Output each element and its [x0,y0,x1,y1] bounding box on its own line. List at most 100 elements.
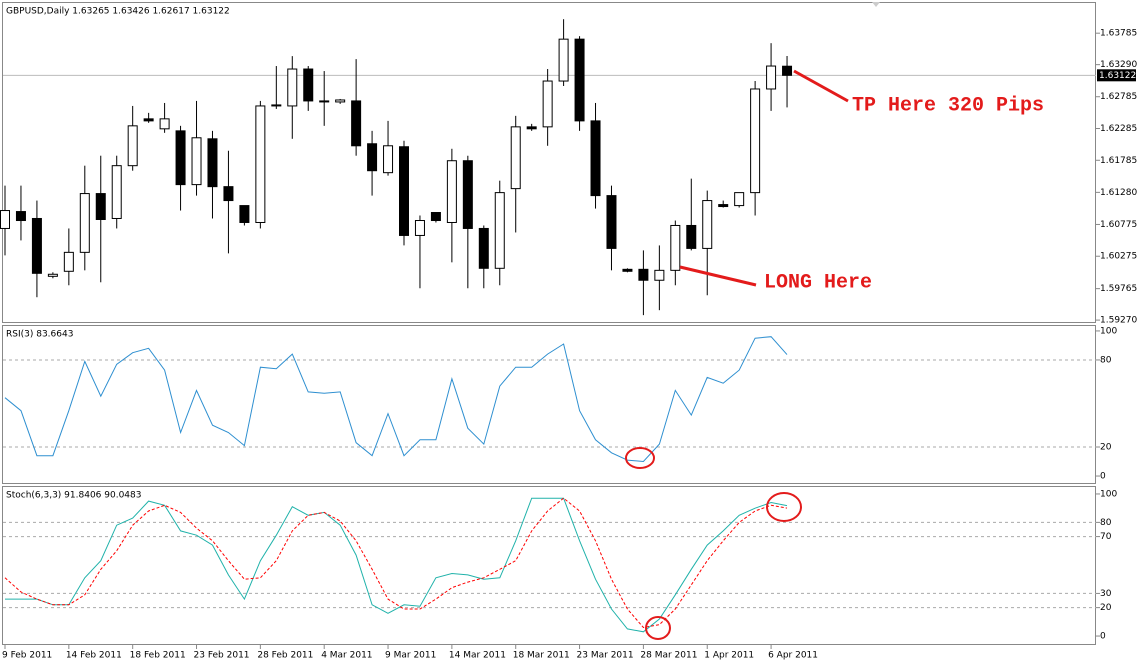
candle-body [782,65,793,76]
indicator-line [4,336,788,463]
y-tick-label: 1.61785 [1100,156,1137,166]
indicator-line [5,497,788,633]
y-tick-label: 1.62285 [1100,124,1137,134]
rsi-panel [2,325,1096,484]
annotation: TP Here 320 Pips [852,94,1044,117]
candle-body [63,251,74,272]
candle-body [15,211,26,222]
candle-body [590,120,601,197]
x-tick-label: 14 Mar 2011 [449,651,506,661]
plot: GBPUSD,Daily 1.63265 1.63426 1.62617 1.6… [0,7,1137,661]
shift-marker [872,2,880,7]
candle-body [271,104,282,107]
candle-body [542,80,553,128]
candle-body [143,118,154,122]
panel-title: RSI(3) 83.6643 [6,330,73,340]
candle-body [638,268,649,281]
y-tick-label: 80 [1100,355,1112,365]
candle-body [79,193,90,253]
candle-body [127,125,138,167]
x-tick-label: 9 Feb 2011 [2,651,52,661]
candle-body [606,195,617,249]
candle-body [734,192,745,207]
candle-body [175,130,186,186]
y-tick-label: 1.60775 [1100,220,1137,230]
candle-body [111,165,122,219]
y-tick-label: 1.62785 [1100,92,1137,102]
candle-body [95,193,106,221]
y-tick-label: 100 [1100,489,1117,499]
stoch-panel [2,486,1096,645]
x-tick-label: 18 Mar 2011 [513,651,570,661]
indicator-line [4,497,788,629]
candle-body [686,224,697,249]
x-tick-label: 28 Mar 2011 [640,651,697,661]
candle-body [510,126,521,190]
x-tick-label: 23 Mar 2011 [577,651,634,661]
y-tick-label: 1.59765 [1100,284,1137,294]
y-tick-label: 20 [1100,603,1112,613]
x-tick-label: 9 Mar 2011 [385,651,436,661]
candle-body [494,192,505,269]
candle-body [718,204,729,208]
circle [645,616,671,640]
price-label-box [1097,69,1136,82]
x-tick-label: 4 Mar 2011 [321,651,372,661]
circle [766,492,802,522]
panel-title: GBPUSD,Daily 1.63265 1.63426 1.62617 1.6… [6,7,230,17]
y-tick-label: 70 [1100,532,1112,542]
y-tick-label: 20 [1100,443,1112,453]
candle-body [574,38,585,122]
x-tick-label: 28 Feb 2011 [257,651,313,661]
candle-body [47,273,58,277]
candle-body [159,118,170,130]
candle-body [319,100,330,103]
candle-body [287,68,298,107]
y-tick-label: 80 [1100,518,1112,528]
candle-body [207,138,218,188]
candle-body [478,227,489,269]
annotation: LONG Here [764,271,872,294]
y-tick-label: 1.63290 [1100,60,1137,70]
y-tick-label: 1.60275 [1100,252,1137,262]
y-tick-label: 0 [1100,632,1106,642]
price-panel [2,2,1096,323]
candle-body [430,212,441,222]
candle-body [399,146,409,236]
candle-body [223,186,234,202]
candle-body [750,88,761,194]
circle [625,447,655,469]
candle-body [351,100,362,147]
candle-body [766,65,777,90]
y-tick-label: 1.61280 [1100,188,1137,198]
candle-body [414,220,425,236]
x-tick-label: 1 Apr 2011 [704,651,754,661]
price-label: 1.63122 [1099,71,1136,81]
candle-body [446,160,457,223]
candle-body [702,200,713,249]
candle-body [558,38,569,82]
candle-body [303,68,314,102]
candle-body [670,224,681,271]
candle-body [31,217,42,274]
y-tick-label: 1.59270 [1100,316,1137,326]
y-tick-label: 1.63785 [1100,29,1137,39]
candle-body [526,126,537,130]
y-tick-label: 0 [1100,472,1106,482]
x-tick-label: 14 Feb 2011 [66,651,122,661]
arrow [679,265,757,287]
x-tick-label: 23 Feb 2011 [194,651,250,661]
candle-body [255,105,266,223]
candle-body [191,137,202,186]
candle-body [654,269,665,281]
candle-body [335,99,346,103]
y-tick-label: 30 [1100,589,1112,599]
candle-body [622,268,633,272]
arrow [793,69,849,103]
x-tick-label: 18 Feb 2011 [130,651,186,661]
candle-body [383,145,394,174]
candle-body [462,160,473,229]
panel-title: Stoch(6,3,3) 91.8406 90.0483 [6,491,141,501]
